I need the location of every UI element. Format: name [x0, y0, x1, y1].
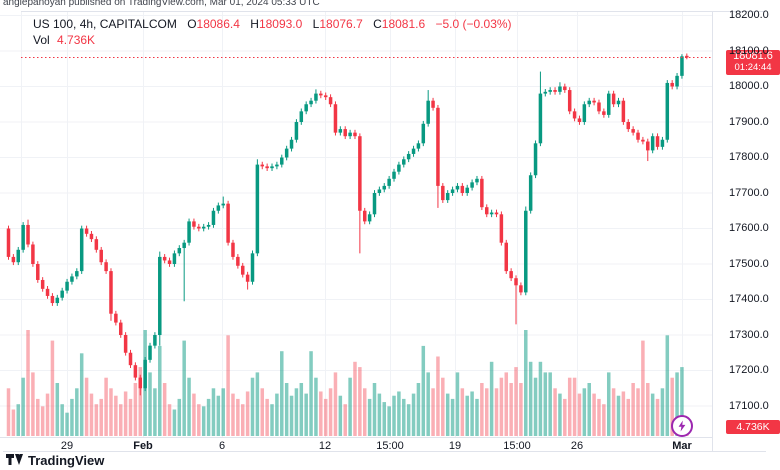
tradingview-logo[interactable]: TradingView [6, 453, 104, 468]
time-axis[interactable] [0, 437, 712, 451]
lightning-bolt-icon [678, 420, 686, 432]
grid-layer [0, 11, 712, 437]
volume-layer [6, 330, 689, 436]
last-price-badge: 18081.6 01:24:44 [726, 49, 780, 75]
legend-low-label: L [312, 17, 320, 31]
legend-symbol[interactable]: US 100, 4h, CAPITALCOM [33, 17, 177, 31]
legend-close-label: C [373, 17, 382, 31]
time-axis-tick-label: 29 [60, 440, 74, 452]
time-axis-divider [0, 437, 712, 438]
legend-change-value: −5.0 (−0.03%) [435, 17, 512, 31]
price-axis-tick-label: 17200.0 [729, 364, 769, 376]
price-axis-tick-label: 18000.0 [729, 80, 769, 92]
attribution-text: angiepanoyan published on TradingView.co… [3, 0, 320, 8]
price-axis-tick-label: 17900.0 [729, 115, 769, 128]
volume-badge: 4.736K [726, 420, 780, 434]
chart-top-border [21, 11, 766, 12]
last-price-value: 18081.6 [733, 49, 773, 62]
time-axis-tick-label: 19 [448, 440, 462, 452]
boost-button[interactable] [671, 415, 693, 437]
price-axis-tick-label: 17400.0 [729, 293, 769, 305]
legend-open-value: 18086.4 [196, 17, 240, 31]
price-axis-tick-label: 17500.0 [729, 257, 769, 270]
price-axis-tick-label: 17300.0 [729, 328, 769, 341]
legend-open-label: O [187, 17, 197, 31]
time-axis-tick-label: 15:00 [503, 440, 531, 452]
legend: US 100, 4h, CAPITALCOM O18086.4 H18093.0… [33, 16, 512, 48]
legend-volume-value: 4.736K [57, 33, 96, 47]
tradingview-logo-text: TradingView [28, 453, 105, 468]
time-axis-tick-label: Mar [672, 440, 692, 452]
legend-volume-label: Vol [33, 33, 50, 47]
time-axis-tick-label: 12 [318, 440, 332, 452]
time-axis-tick-label: 6 [218, 440, 226, 452]
price-axis-tick-label: 17100.0 [729, 399, 769, 412]
bar-countdown: 01:24:44 [734, 61, 772, 73]
price-axis-tick-label: 17700.0 [729, 186, 769, 199]
legend-low-value: 18076.7 [319, 17, 363, 31]
price-axis-tick-label: 18200.0 [729, 9, 769, 21]
price-axis-tick-label: 18100.0 [729, 44, 769, 57]
tradingview-logo-icon [6, 453, 23, 465]
price-axis-tick-label: 17600.0 [729, 222, 769, 234]
price-axis-divider [712, 11, 713, 451]
chart-bottom-border [3, 451, 766, 452]
price-axis-tick-label: 17800.0 [729, 151, 769, 163]
time-axis-tick-label: 26 [570, 440, 584, 452]
candle-layer [6, 53, 689, 396]
legend-row-volume: Vol 4.736K [33, 32, 512, 48]
time-axis-tick-label: Feb [133, 440, 153, 452]
legend-close-value: 18081.6 [381, 17, 426, 31]
legend-row-main: US 100, 4h, CAPITALCOM O18086.4 H18093.0… [33, 16, 512, 32]
legend-high-label: H [250, 17, 259, 31]
time-axis-tick-label: 15:00 [376, 440, 404, 452]
legend-high-value: 18093.0 [258, 17, 303, 31]
